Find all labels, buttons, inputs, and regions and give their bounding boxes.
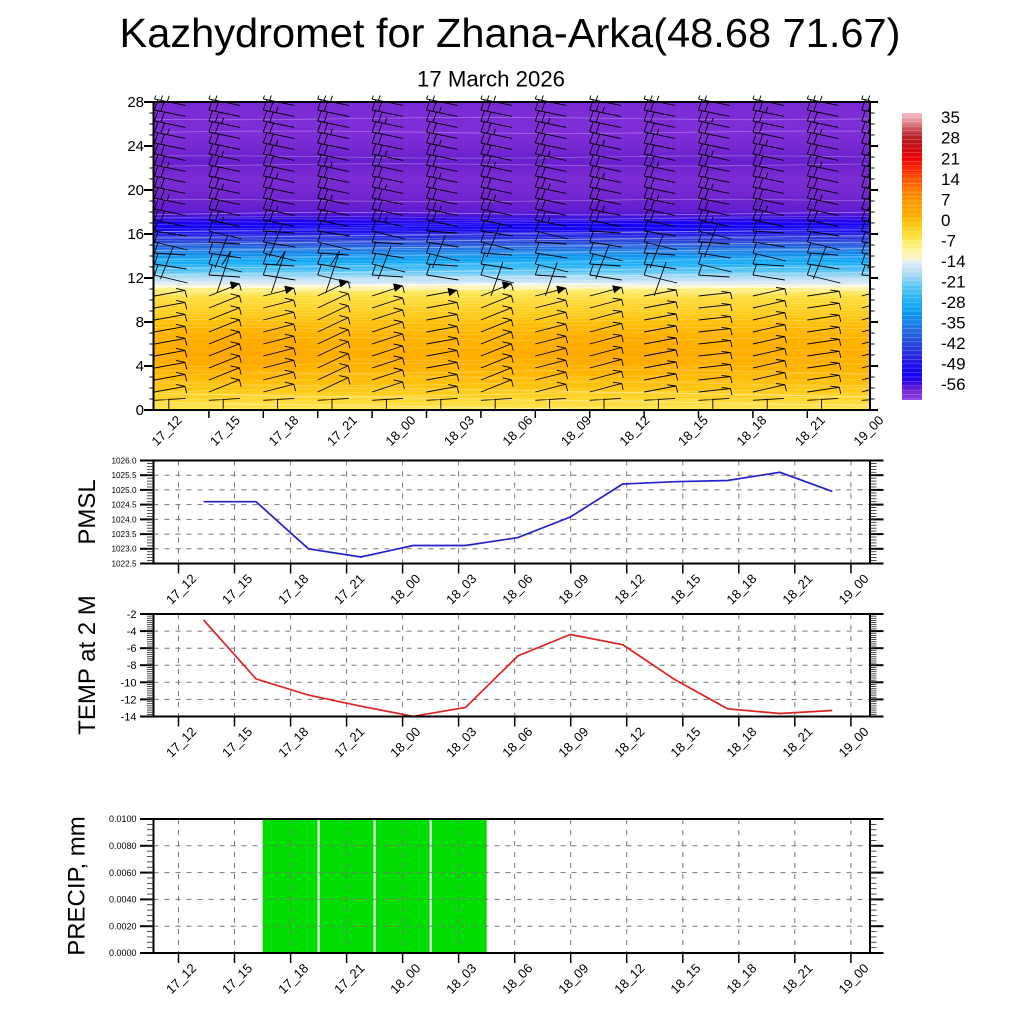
svg-text:-2: -2 (127, 609, 137, 621)
svg-text:0.0100: 0.0100 (109, 814, 137, 824)
svg-text:0: 0 (941, 211, 950, 230)
svg-text:24: 24 (127, 138, 144, 155)
svg-text:16: 16 (127, 226, 144, 243)
svg-text:0: 0 (136, 402, 144, 419)
svg-text:12: 12 (127, 270, 144, 287)
svg-text:1024.0: 1024.0 (111, 515, 136, 524)
svg-text:7: 7 (941, 190, 950, 209)
svg-text:PMSL: PMSL (74, 479, 101, 544)
svg-text:0.0020: 0.0020 (109, 921, 137, 931)
svg-text:1023.0: 1023.0 (111, 545, 136, 554)
svg-text:-56: -56 (941, 375, 966, 394)
svg-text:-4: -4 (127, 626, 137, 638)
svg-text:-14: -14 (121, 712, 137, 724)
svg-text:1025.5: 1025.5 (111, 471, 136, 480)
svg-text:PRECIP, mm: PRECIP, mm (64, 816, 91, 956)
svg-text:28: 28 (941, 129, 960, 148)
svg-text:28: 28 (127, 94, 144, 111)
svg-text:-14: -14 (941, 252, 966, 271)
svg-text:20: 20 (127, 182, 144, 199)
svg-text:0.0080: 0.0080 (109, 841, 137, 851)
svg-text:1022.5: 1022.5 (111, 560, 136, 569)
svg-text:-10: -10 (121, 677, 137, 689)
svg-text:-35: -35 (941, 314, 966, 333)
svg-text:21: 21 (941, 149, 960, 168)
svg-text:-8: -8 (127, 660, 137, 672)
svg-text:-42: -42 (941, 334, 966, 353)
svg-text:-49: -49 (941, 355, 966, 374)
svg-text:1026.0: 1026.0 (111, 457, 136, 466)
svg-text:Kazhydromet for Zhana-Arka(48.: Kazhydromet for Zhana-Arka(48.68 71.67) (120, 10, 901, 56)
svg-text:35: 35 (941, 108, 960, 127)
svg-text:14: 14 (941, 170, 960, 189)
svg-text:8: 8 (136, 314, 144, 331)
svg-text:-28: -28 (941, 293, 966, 312)
svg-text:-7: -7 (941, 231, 956, 250)
svg-text:TEMP at 2 M: TEMP at 2 M (74, 595, 101, 735)
svg-text:-12: -12 (121, 694, 137, 706)
svg-text:1024.5: 1024.5 (111, 501, 136, 510)
svg-text:-6: -6 (127, 643, 137, 655)
svg-text:1023.5: 1023.5 (111, 530, 136, 539)
svg-text:0.0060: 0.0060 (109, 868, 137, 878)
svg-text:0.0000: 0.0000 (109, 948, 137, 958)
svg-text:-21: -21 (941, 273, 966, 292)
svg-text:4: 4 (136, 358, 144, 375)
svg-text:0.0040: 0.0040 (109, 895, 137, 905)
svg-text:1025.0: 1025.0 (111, 486, 136, 495)
svg-text:17 March 2026: 17 March 2026 (417, 67, 565, 92)
